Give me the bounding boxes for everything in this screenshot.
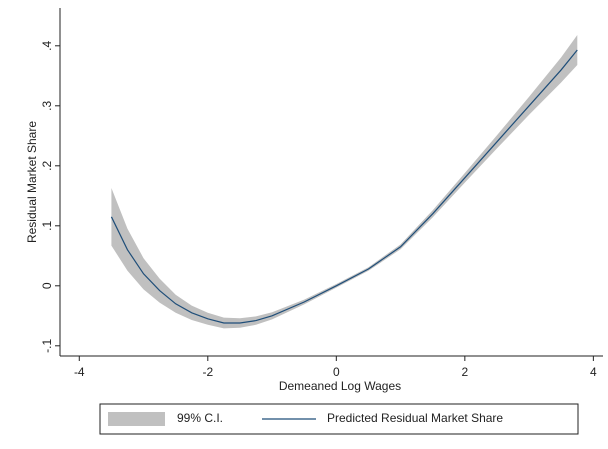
y-tick-label: .1 (40, 220, 54, 230)
x-tick-label: 0 (333, 365, 340, 379)
legend-label: Predicted Residual Market Share (327, 411, 503, 425)
y-axis-label: Residual Market Share (25, 121, 39, 243)
x-tick-label: -4 (74, 365, 85, 379)
y-tick-label: .2 (40, 160, 54, 170)
x-tick-label: -2 (202, 365, 213, 379)
fit-line (110, 49, 578, 324)
x-tick-label: 4 (590, 365, 597, 379)
y-tick-label: .3 (40, 100, 54, 110)
x-axis-label: Demeaned Log Wages (279, 379, 401, 393)
x-tick-label: 2 (461, 365, 468, 379)
legend-box (99, 403, 579, 435)
legend-label: 99% C.I. (177, 411, 223, 425)
ci-band (111, 35, 578, 329)
y-tick-label: 0 (40, 282, 54, 289)
y-tick-label: -.1 (40, 338, 54, 352)
y-tick-label: .4 (40, 40, 54, 50)
legend-swatch (108, 412, 165, 426)
